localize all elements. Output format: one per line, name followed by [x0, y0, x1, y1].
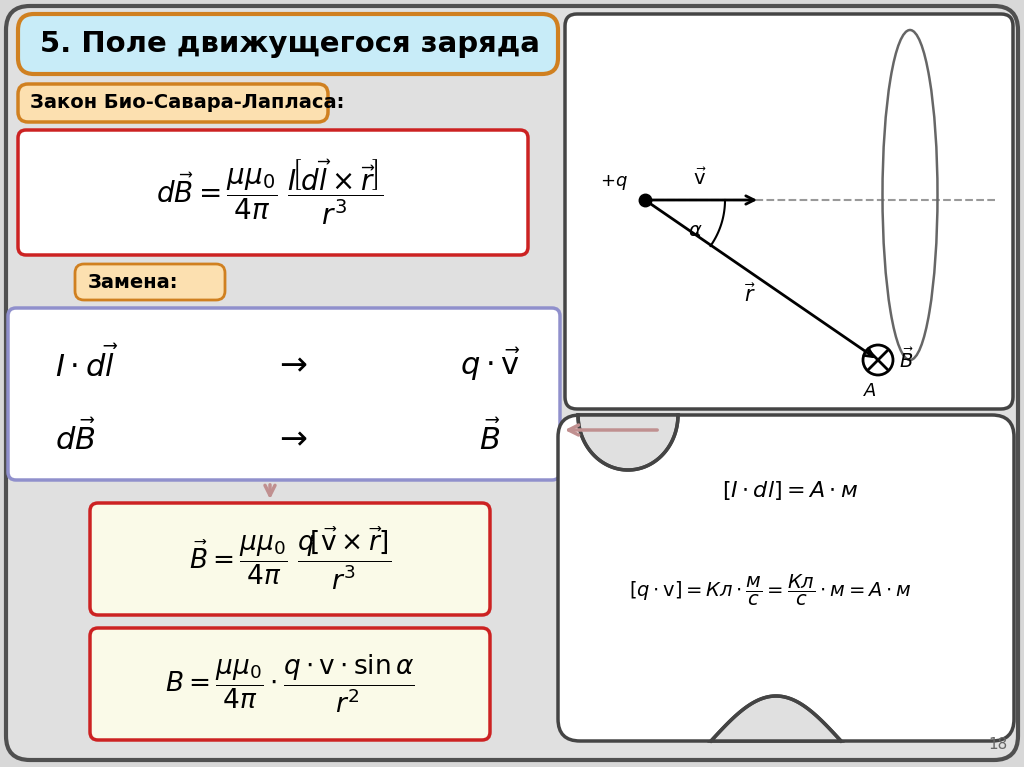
Text: Замена:: Замена: [88, 272, 178, 291]
Text: $d\vec{B} = \dfrac{\mu\mu_0}{4\pi}\ \dfrac{I\!\left[d\vec{l}\times\vec{r}\right]: $d\vec{B} = \dfrac{\mu\mu_0}{4\pi}\ \dfr… [157, 157, 384, 227]
Text: $\vec{\mathrm{v}}$: $\vec{\mathrm{v}}$ [693, 167, 707, 189]
Text: $B = \dfrac{\mu\mu_0}{4\pi} \cdot \dfrac{q \cdot \mathrm{v} \cdot \sin\alpha}{r^: $B = \dfrac{\mu\mu_0}{4\pi} \cdot \dfrac… [165, 653, 415, 716]
FancyBboxPatch shape [18, 84, 328, 122]
Text: $\left[I \cdot dl\right] = A \cdot м$: $\left[I \cdot dl\right] = A \cdot м$ [722, 479, 858, 502]
FancyBboxPatch shape [18, 130, 528, 255]
Text: $d\vec{B}$: $d\vec{B}$ [55, 420, 96, 456]
FancyBboxPatch shape [8, 308, 560, 480]
Text: $\vec{B}$: $\vec{B}$ [479, 420, 501, 456]
FancyBboxPatch shape [75, 264, 225, 300]
FancyBboxPatch shape [6, 6, 1018, 760]
FancyBboxPatch shape [90, 503, 490, 615]
Text: 18: 18 [989, 737, 1008, 752]
Text: $+q$: $+q$ [600, 173, 628, 193]
Text: $A$: $A$ [863, 382, 877, 400]
Text: $\rightarrow$: $\rightarrow$ [272, 347, 307, 380]
Text: $I \cdot d\vec{l}$: $I \cdot d\vec{l}$ [55, 345, 119, 383]
Text: $\vec{r}$: $\vec{r}$ [743, 284, 756, 306]
FancyBboxPatch shape [565, 14, 1013, 409]
Text: $\alpha$: $\alpha$ [688, 220, 702, 239]
Text: $q \cdot \vec{\mathrm{v}}$: $q \cdot \vec{\mathrm{v}}$ [460, 345, 520, 383]
Text: 5. Поле движущегося заряда: 5. Поле движущегося заряда [40, 30, 540, 58]
Polygon shape [578, 415, 678, 470]
Text: Закон Био-Савара-Лапласа:: Закон Био-Савара-Лапласа: [30, 94, 344, 113]
Text: $\vec{B}$: $\vec{B}$ [899, 348, 914, 372]
Polygon shape [711, 696, 841, 741]
Text: $\left[q \cdot \mathrm{v}\right] = Кл \cdot \dfrac{м}{с} = \dfrac{Кл}{с} \cdot м: $\left[q \cdot \mathrm{v}\right] = Кл \c… [629, 572, 911, 607]
FancyBboxPatch shape [90, 628, 490, 740]
Text: $\rightarrow$: $\rightarrow$ [272, 422, 307, 455]
Text: $\vec{B} = \dfrac{\mu\mu_0}{4\pi}\ \dfrac{q\!\left[\vec{\mathrm{v}}\times\vec{r}: $\vec{B} = \dfrac{\mu\mu_0}{4\pi}\ \dfra… [188, 526, 391, 592]
FancyBboxPatch shape [558, 415, 1014, 741]
FancyBboxPatch shape [18, 14, 558, 74]
